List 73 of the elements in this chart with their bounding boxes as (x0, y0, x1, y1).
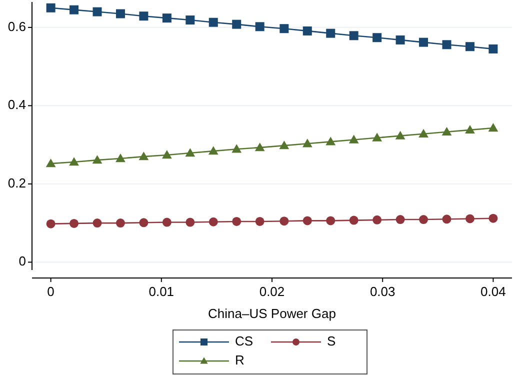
legend-label: CS (235, 333, 254, 348)
point (349, 31, 358, 40)
legend-label: R (235, 352, 244, 368)
point (186, 15, 195, 24)
point (162, 150, 172, 159)
point (70, 218, 79, 228)
point (488, 214, 498, 223)
point (185, 148, 196, 157)
point (372, 215, 382, 224)
x-tick-label: 0.03 (370, 284, 396, 299)
point (70, 5, 79, 14)
point (92, 155, 102, 164)
point (186, 218, 195, 227)
y-tick-label: 0.2 (8, 175, 26, 190)
point (488, 123, 498, 132)
point (46, 3, 56, 12)
y-tick-label: 0.6 (8, 18, 26, 34)
point (208, 18, 218, 27)
point (326, 28, 336, 38)
x-tick-label: 0 (47, 284, 54, 299)
point (232, 20, 242, 29)
y-tick-label: 0 (18, 254, 26, 269)
point (396, 35, 405, 44)
point (139, 12, 148, 21)
point (465, 42, 474, 52)
point (92, 218, 102, 228)
point (255, 22, 264, 32)
point (302, 216, 312, 226)
point (372, 132, 382, 142)
point (280, 216, 289, 226)
point (139, 218, 148, 228)
x-tick-label: 0.01 (148, 284, 174, 299)
point (349, 216, 358, 225)
point (46, 219, 56, 228)
point (280, 24, 289, 34)
point (488, 44, 498, 54)
point (162, 218, 172, 227)
point (442, 126, 452, 136)
point (92, 7, 102, 16)
point (116, 154, 126, 162)
point (254, 142, 265, 152)
point (419, 215, 428, 224)
y-tick-label: 0.4 (8, 97, 26, 112)
point (116, 218, 125, 228)
point (279, 140, 290, 150)
point (465, 214, 474, 224)
point (255, 216, 264, 226)
point (138, 152, 149, 160)
point (302, 26, 312, 36)
point (46, 158, 56, 168)
point (162, 14, 172, 23)
point (396, 215, 405, 224)
point (442, 40, 452, 50)
point (208, 217, 218, 226)
point (442, 214, 452, 224)
point (69, 157, 79, 166)
point (326, 136, 336, 146)
point (348, 134, 359, 144)
point (232, 216, 242, 226)
point (116, 9, 125, 18)
legend-label: S (327, 333, 336, 348)
x-tick-label: 0.02 (259, 284, 285, 299)
x-tick-label: 0.04 (480, 284, 506, 299)
point (208, 146, 218, 155)
point (326, 216, 336, 226)
point (302, 138, 312, 148)
point (232, 144, 242, 153)
point (418, 128, 428, 138)
x-axis-title: China–US Power Gap (208, 306, 336, 321)
point (465, 124, 475, 134)
point (419, 38, 428, 47)
point (395, 130, 406, 140)
point (372, 33, 382, 42)
